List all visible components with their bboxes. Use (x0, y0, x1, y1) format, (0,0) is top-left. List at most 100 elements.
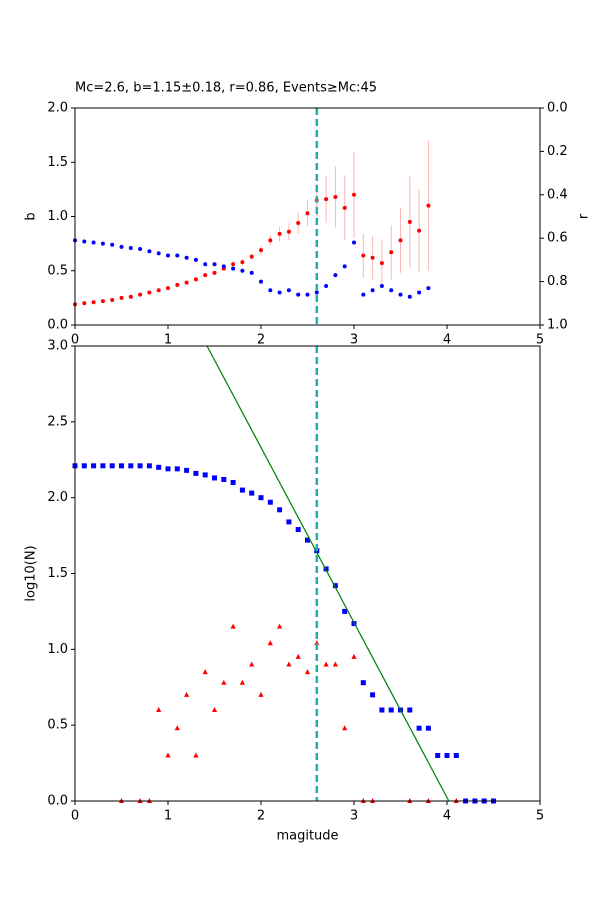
point (231, 262, 236, 267)
point (165, 466, 171, 472)
y-tick-label: 0.0 (47, 318, 68, 333)
point (305, 292, 310, 297)
point (175, 253, 180, 258)
point (221, 476, 227, 482)
point (444, 753, 450, 758)
point (379, 261, 384, 266)
point (389, 250, 394, 255)
point (453, 753, 459, 758)
fit-line (206, 345, 450, 802)
point (184, 255, 189, 260)
point (212, 475, 217, 481)
point (166, 286, 170, 291)
point (193, 277, 198, 282)
x-tick-label: 0 (71, 809, 79, 824)
point (259, 248, 263, 253)
point (379, 283, 384, 288)
point (211, 707, 218, 712)
point (100, 463, 106, 469)
point (165, 752, 171, 758)
point (324, 197, 329, 202)
point (407, 707, 413, 713)
point (156, 288, 161, 293)
point (388, 707, 394, 713)
point (407, 294, 412, 299)
point (323, 661, 329, 667)
point (128, 294, 133, 299)
point (352, 192, 356, 197)
point (138, 292, 143, 297)
point (138, 247, 143, 252)
point (100, 241, 105, 246)
point (314, 290, 319, 295)
point (425, 725, 431, 731)
point (249, 270, 254, 275)
point (258, 495, 264, 501)
point (82, 301, 87, 306)
point (277, 507, 283, 513)
point (249, 661, 255, 667)
point (166, 253, 170, 258)
point (398, 238, 403, 243)
y-tick-label: 0.0 (47, 794, 68, 809)
point (342, 264, 347, 269)
point (147, 249, 152, 254)
point (324, 283, 329, 288)
point (286, 519, 292, 525)
point (389, 288, 394, 293)
point (249, 254, 254, 259)
point (175, 282, 180, 287)
y2-tick-label: 0.6 (547, 231, 568, 246)
point (221, 264, 226, 269)
y-tick-label: 2.5 (47, 414, 68, 429)
point (203, 262, 208, 267)
point (230, 480, 236, 485)
point (110, 298, 115, 303)
point (360, 680, 366, 686)
point (128, 245, 133, 250)
point (91, 300, 96, 305)
point (119, 244, 124, 249)
point (332, 583, 338, 589)
point (296, 292, 301, 297)
x-tick-label: 1 (164, 809, 172, 824)
x-tick-label: 1 (164, 333, 172, 348)
x-tick-label: 0 (71, 333, 79, 348)
y2-tick-label: 0.4 (547, 187, 568, 202)
point (267, 640, 273, 646)
point (119, 463, 124, 469)
y-tick-label: 3.0 (47, 339, 68, 354)
point (333, 273, 338, 278)
point (361, 253, 366, 258)
point (100, 299, 105, 304)
point (426, 286, 431, 291)
point (295, 653, 301, 659)
point (156, 707, 162, 712)
y-tick-label: 2.0 (47, 490, 68, 505)
y-tick-label: 1.5 (47, 155, 68, 170)
x-tick-label: 5 (536, 809, 544, 824)
point (304, 669, 311, 675)
x-tick-label: 5 (536, 333, 544, 348)
plot-frame (74, 345, 541, 802)
point (417, 228, 422, 233)
point (370, 288, 375, 293)
point (286, 229, 291, 234)
y-tick-label: 1.0 (47, 209, 68, 224)
point (417, 290, 422, 295)
point (110, 242, 115, 247)
y-tick-label: 1.5 (47, 566, 68, 581)
point (203, 273, 208, 278)
point (333, 194, 338, 199)
point (342, 205, 347, 210)
point (332, 661, 338, 667)
point (426, 203, 431, 208)
point (295, 527, 301, 533)
point (268, 238, 273, 243)
point (212, 270, 217, 275)
point (296, 221, 301, 226)
y2-axis-label: r (577, 213, 592, 219)
y-axis-label: b (24, 212, 39, 220)
point (240, 268, 245, 273)
